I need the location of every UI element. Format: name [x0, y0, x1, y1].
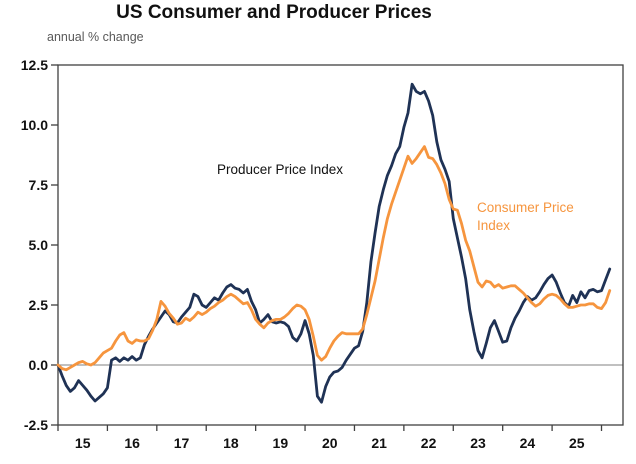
- x-axis-label: 18: [223, 435, 239, 451]
- x-axis-label: 22: [421, 435, 437, 451]
- x-axis-label: 25: [569, 435, 585, 451]
- y-axis-label: 12.5: [21, 57, 48, 73]
- x-axis-label: 17: [174, 435, 190, 451]
- y-axis-label: 7.5: [29, 177, 49, 193]
- ppi-series-label: Producer Price Index: [217, 162, 344, 177]
- x-axis-label: 16: [124, 435, 140, 451]
- y-axis-label: -2.5: [24, 417, 48, 433]
- y-axis-label: 2.5: [29, 297, 49, 313]
- x-axis-label: 20: [322, 435, 338, 451]
- x-axis-label: 24: [520, 435, 536, 451]
- plot-border: [57, 64, 624, 426]
- y-axis-label: 10.0: [21, 117, 48, 133]
- chart-subtitle: annual % change: [47, 30, 144, 44]
- x-axis-label: 21: [371, 435, 387, 451]
- x-axis-label: 15: [75, 435, 91, 451]
- x-axis-label: 23: [470, 435, 486, 451]
- y-axis-label: 0.0: [29, 357, 49, 373]
- cpi-series-label-line1: Consumer Price: [477, 200, 574, 215]
- x-axis-label: 19: [273, 435, 289, 451]
- chart-title: US Consumer and Producer Prices: [116, 2, 432, 23]
- ppi-line: [56, 82, 612, 404]
- cpi-series-label-line2: Index: [477, 218, 511, 234]
- cpi-line: [56, 145, 612, 372]
- cpi-series-label: Consumer Price Index: [477, 199, 574, 235]
- y-axis-label: 5.0: [29, 237, 49, 253]
